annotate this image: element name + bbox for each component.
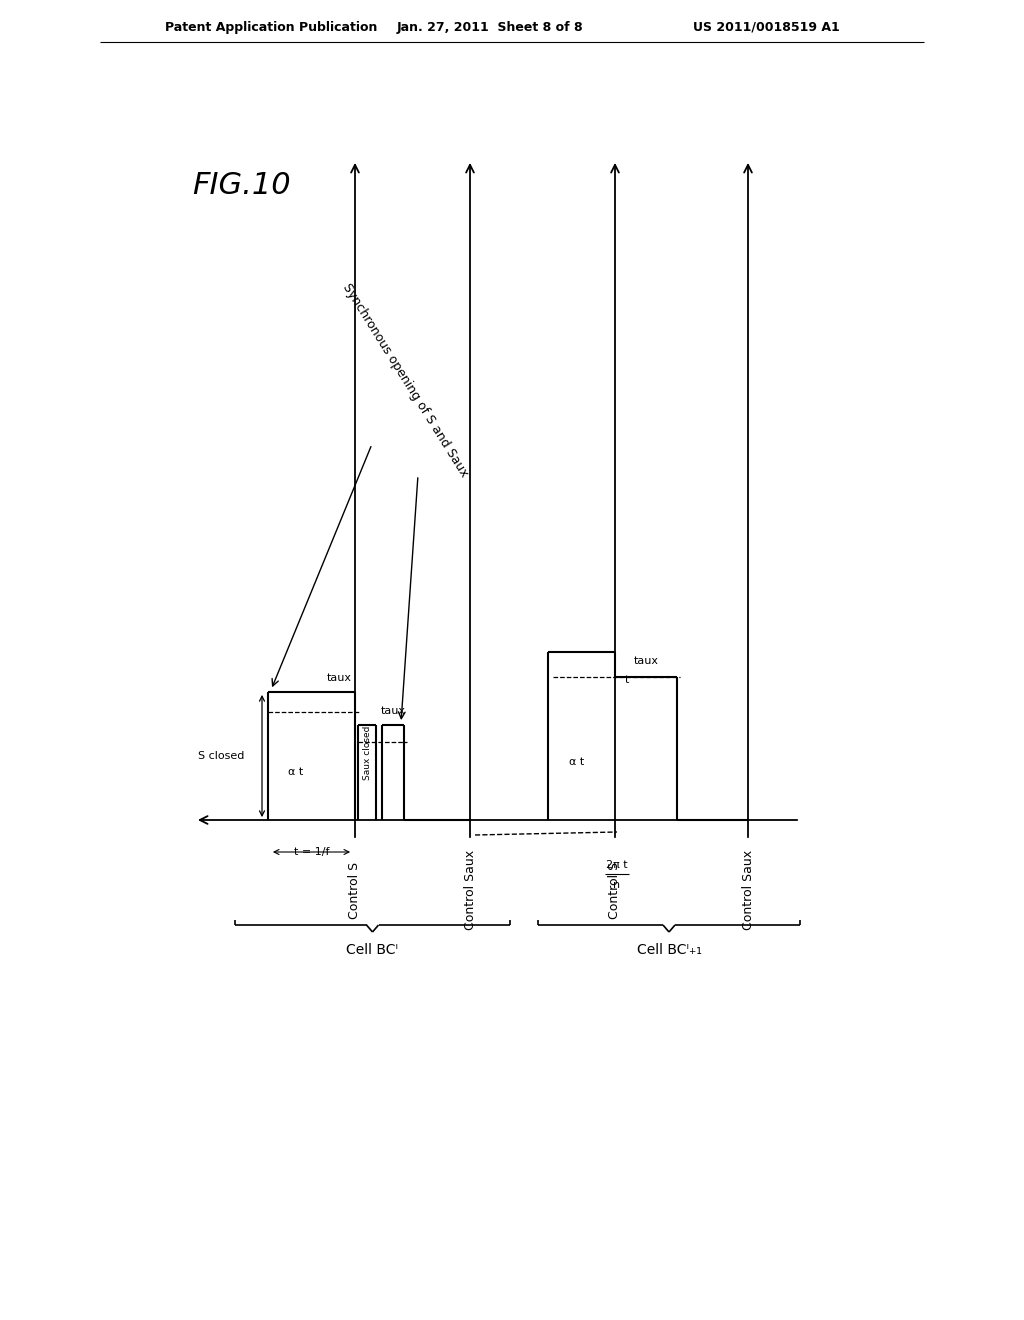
Text: Cell BCᴵ₊₁: Cell BCᴵ₊₁ — [637, 942, 701, 957]
Text: Patent Application Publication: Patent Application Publication — [165, 21, 378, 33]
Text: Control Saux: Control Saux — [741, 850, 755, 931]
Text: S closed: S closed — [198, 751, 244, 762]
Text: Control Saux: Control Saux — [464, 850, 476, 931]
Text: Control S: Control S — [608, 862, 622, 919]
Text: α t: α t — [288, 767, 303, 777]
Text: taux: taux — [381, 706, 406, 715]
Text: Saux closed: Saux closed — [364, 726, 373, 780]
Text: Jan. 27, 2011  Sheet 8 of 8: Jan. 27, 2011 Sheet 8 of 8 — [396, 21, 584, 33]
Text: t = 1/f: t = 1/f — [294, 847, 330, 857]
Text: FIG.10: FIG.10 — [193, 170, 291, 199]
Text: Control S: Control S — [348, 862, 361, 919]
Text: Synchronous opening of S and Saux: Synchronous opening of S and Saux — [340, 281, 470, 479]
Text: taux: taux — [634, 656, 658, 667]
Text: α t: α t — [569, 756, 585, 767]
Text: 2π t: 2π t — [606, 861, 628, 870]
Text: taux: taux — [327, 673, 351, 682]
Text: t: t — [625, 675, 630, 685]
Text: US 2011/0018519 A1: US 2011/0018519 A1 — [693, 21, 840, 33]
Text: Cell BCᴵ: Cell BCᴵ — [346, 942, 398, 957]
Text: n: n — [613, 880, 621, 890]
